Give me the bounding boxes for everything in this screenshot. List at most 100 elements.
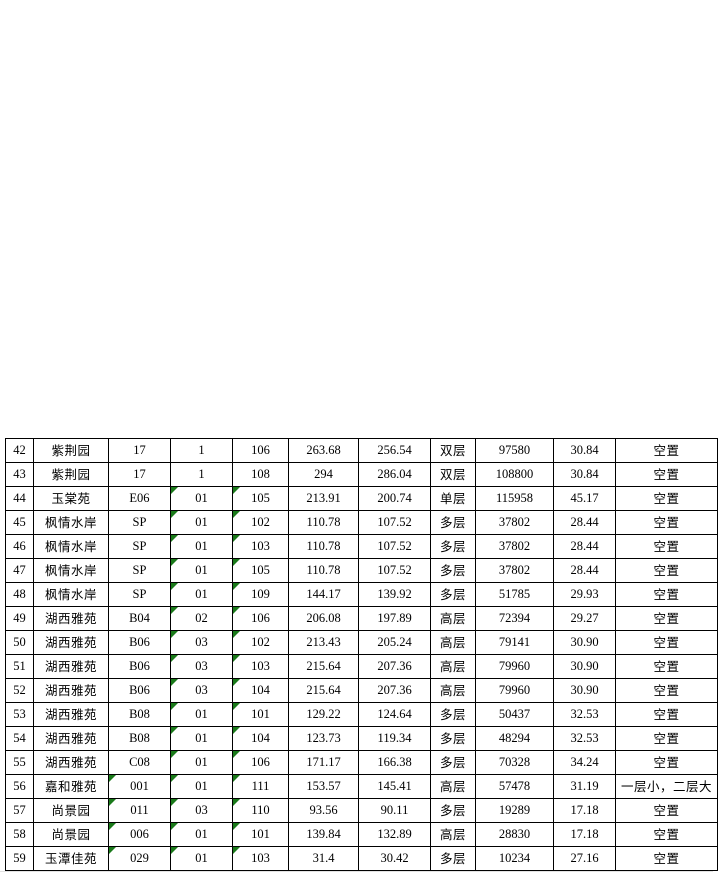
cell-area_inner[interactable]: 132.89 bbox=[358, 822, 431, 847]
cell-area_build[interactable]: 213.91 bbox=[288, 486, 359, 511]
cell-price_total[interactable]: 37802 bbox=[475, 510, 554, 535]
cell-community[interactable]: 枫情水岸 bbox=[33, 534, 109, 559]
cell-area_build[interactable]: 171.17 bbox=[288, 750, 359, 775]
cell-type[interactable]: 高层 bbox=[430, 774, 476, 799]
table-row[interactable]: 48 枫情水岸 SP 01 109 144.17 139.92 多层 51785 29.93 空置 bbox=[5, 582, 718, 607]
cell-community[interactable]: 尚景园 bbox=[33, 822, 109, 847]
cell-community[interactable]: 枫情水岸 bbox=[33, 558, 109, 583]
cell-status[interactable]: 空置 bbox=[615, 750, 718, 775]
cell-price_total[interactable]: 70328 bbox=[475, 750, 554, 775]
cell-type[interactable]: 高层 bbox=[430, 678, 476, 703]
cell-type[interactable]: 双层 bbox=[430, 462, 476, 487]
cell-area_inner[interactable]: 200.74 bbox=[358, 486, 431, 511]
cell-status[interactable]: 空置 bbox=[615, 678, 718, 703]
cell-area_build[interactable]: 110.78 bbox=[288, 558, 359, 583]
cell-area_inner[interactable]: 207.36 bbox=[358, 654, 431, 679]
cell-room[interactable]: 110 bbox=[232, 798, 289, 823]
cell-seq[interactable]: 57 bbox=[5, 798, 34, 823]
cell-building[interactable]: 17 bbox=[108, 438, 171, 463]
cell-seq[interactable]: 55 bbox=[5, 750, 34, 775]
cell-price_total[interactable]: 79141 bbox=[475, 630, 554, 655]
cell-price_unit[interactable]: 32.53 bbox=[553, 726, 616, 751]
cell-seq[interactable]: 59 bbox=[5, 846, 34, 871]
cell-room[interactable]: 103 bbox=[232, 846, 289, 871]
cell-unit[interactable]: 01 bbox=[170, 774, 233, 799]
cell-price_total[interactable]: 37802 bbox=[475, 534, 554, 559]
cell-unit[interactable]: 03 bbox=[170, 630, 233, 655]
cell-seq[interactable]: 45 bbox=[5, 510, 34, 535]
cell-seq[interactable]: 50 bbox=[5, 630, 34, 655]
cell-area_inner[interactable]: 30.42 bbox=[358, 846, 431, 871]
cell-room[interactable]: 109 bbox=[232, 582, 289, 607]
cell-type[interactable]: 多层 bbox=[430, 726, 476, 751]
cell-community[interactable]: 枫情水岸 bbox=[33, 582, 109, 607]
cell-price_unit[interactable]: 30.84 bbox=[553, 462, 616, 487]
table-row[interactable]: 51 湖西雅苑 B06 03 103 215.64 207.36 高层 79960 30.90 空置 bbox=[5, 654, 718, 679]
table-row[interactable]: 44 玉棠苑 E06 01 105 213.91 200.74 单层 115958 45.17 空置 bbox=[5, 486, 718, 511]
cell-status[interactable]: 空置 bbox=[615, 798, 718, 823]
cell-room[interactable]: 104 bbox=[232, 726, 289, 751]
table-row[interactable]: 45 枫情水岸 SP 01 102 110.78 107.52 多层 37802 28.44 空置 bbox=[5, 510, 718, 535]
cell-price_total[interactable]: 57478 bbox=[475, 774, 554, 799]
cell-room[interactable]: 106 bbox=[232, 750, 289, 775]
cell-unit[interactable]: 01 bbox=[170, 822, 233, 847]
cell-room[interactable]: 101 bbox=[232, 822, 289, 847]
cell-price_total[interactable]: 79960 bbox=[475, 678, 554, 703]
cell-price_total[interactable]: 72394 bbox=[475, 606, 554, 631]
table-row[interactable]: 50 湖西雅苑 B06 03 102 213.43 205.24 高层 79141 30.90 空置 bbox=[5, 630, 718, 655]
cell-building[interactable]: SP bbox=[108, 510, 171, 535]
cell-type[interactable]: 多层 bbox=[430, 534, 476, 559]
cell-seq[interactable]: 46 bbox=[5, 534, 34, 559]
cell-unit[interactable]: 1 bbox=[170, 462, 233, 487]
table-row[interactable]: 49 湖西雅苑 B04 02 106 206.08 197.89 高层 72394 29.27 空置 bbox=[5, 606, 718, 631]
cell-price_total[interactable]: 28830 bbox=[475, 822, 554, 847]
cell-type[interactable]: 多层 bbox=[430, 750, 476, 775]
cell-price_total[interactable]: 50437 bbox=[475, 702, 554, 727]
cell-unit[interactable]: 03 bbox=[170, 678, 233, 703]
cell-type[interactable]: 高层 bbox=[430, 630, 476, 655]
cell-price_unit[interactable]: 34.24 bbox=[553, 750, 616, 775]
cell-area_inner[interactable]: 90.11 bbox=[358, 798, 431, 823]
cell-price_unit[interactable]: 28.44 bbox=[553, 534, 616, 559]
cell-community[interactable]: 湖西雅苑 bbox=[33, 702, 109, 727]
cell-building[interactable]: 029 bbox=[108, 846, 171, 871]
cell-price_total[interactable]: 79960 bbox=[475, 654, 554, 679]
cell-unit[interactable]: 01 bbox=[170, 750, 233, 775]
cell-seq[interactable]: 48 bbox=[5, 582, 34, 607]
cell-building[interactable]: B06 bbox=[108, 678, 171, 703]
cell-type[interactable]: 多层 bbox=[430, 558, 476, 583]
cell-price_unit[interactable]: 17.18 bbox=[553, 798, 616, 823]
cell-room[interactable]: 103 bbox=[232, 654, 289, 679]
cell-status[interactable]: 空置 bbox=[615, 582, 718, 607]
cell-seq[interactable]: 56 bbox=[5, 774, 34, 799]
cell-price_unit[interactable]: 30.90 bbox=[553, 678, 616, 703]
cell-unit[interactable]: 01 bbox=[170, 846, 233, 871]
cell-room[interactable]: 103 bbox=[232, 534, 289, 559]
cell-building[interactable]: B04 bbox=[108, 606, 171, 631]
cell-building[interactable]: 006 bbox=[108, 822, 171, 847]
cell-area_build[interactable]: 31.4 bbox=[288, 846, 359, 871]
cell-price_unit[interactable]: 30.84 bbox=[553, 438, 616, 463]
cell-unit[interactable]: 03 bbox=[170, 798, 233, 823]
cell-area_inner[interactable]: 256.54 bbox=[358, 438, 431, 463]
cell-area_inner[interactable]: 119.34 bbox=[358, 726, 431, 751]
cell-room[interactable]: 105 bbox=[232, 558, 289, 583]
cell-seq[interactable]: 44 bbox=[5, 486, 34, 511]
cell-room[interactable]: 106 bbox=[232, 438, 289, 463]
cell-seq[interactable]: 42 bbox=[5, 438, 34, 463]
cell-building[interactable]: B06 bbox=[108, 630, 171, 655]
cell-status[interactable]: 空置 bbox=[615, 438, 718, 463]
cell-community[interactable]: 玉棠苑 bbox=[33, 486, 109, 511]
cell-area_inner[interactable]: 205.24 bbox=[358, 630, 431, 655]
cell-area_build[interactable]: 129.22 bbox=[288, 702, 359, 727]
cell-price_total[interactable]: 97580 bbox=[475, 438, 554, 463]
cell-seq[interactable]: 52 bbox=[5, 678, 34, 703]
cell-price_total[interactable]: 37802 bbox=[475, 558, 554, 583]
cell-price_unit[interactable]: 28.44 bbox=[553, 558, 616, 583]
cell-price_total[interactable]: 115958 bbox=[475, 486, 554, 511]
cell-area_inner[interactable]: 139.92 bbox=[358, 582, 431, 607]
cell-status[interactable]: 空置 bbox=[615, 654, 718, 679]
table-row[interactable]: 56 嘉和雅苑 001 01 111 153.57 145.41 高层 57478 31.19 一层… bbox=[5, 774, 718, 799]
cell-price_unit[interactable]: 32.53 bbox=[553, 702, 616, 727]
cell-unit[interactable]: 01 bbox=[170, 558, 233, 583]
